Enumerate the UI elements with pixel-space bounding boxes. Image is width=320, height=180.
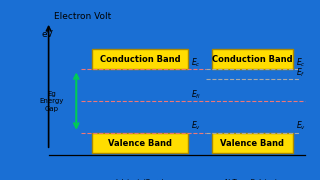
Text: eV: eV	[41, 30, 53, 39]
Text: Conduction Band: Conduction Band	[212, 55, 293, 64]
Text: Intrinsic(Pure)
Semiconductor: Intrinsic(Pure) Semiconductor	[114, 179, 167, 180]
Text: $E_{fi}$: $E_{fi}$	[191, 88, 202, 101]
Text: N Type Extrinsic
Semiconductor: N Type Extrinsic Semiconductor	[225, 179, 280, 180]
Text: Eg
Energy
Gap: Eg Energy Gap	[39, 91, 64, 112]
Bar	[92, 133, 188, 153]
Bar	[212, 49, 293, 69]
Bar	[212, 133, 293, 153]
Text: $E_v$: $E_v$	[191, 120, 201, 132]
Text: $E_c$: $E_c$	[296, 57, 306, 69]
Text: $E_c$: $E_c$	[191, 57, 201, 69]
Text: Valence Band: Valence Band	[220, 139, 284, 148]
Bar	[92, 49, 188, 69]
Text: Conduction Band: Conduction Band	[100, 55, 181, 64]
Text: $E_f$: $E_f$	[296, 66, 306, 79]
Text: $E_v$: $E_v$	[296, 120, 306, 132]
Text: Electron Volt: Electron Volt	[54, 12, 112, 21]
Text: Valence Band: Valence Band	[108, 139, 172, 148]
